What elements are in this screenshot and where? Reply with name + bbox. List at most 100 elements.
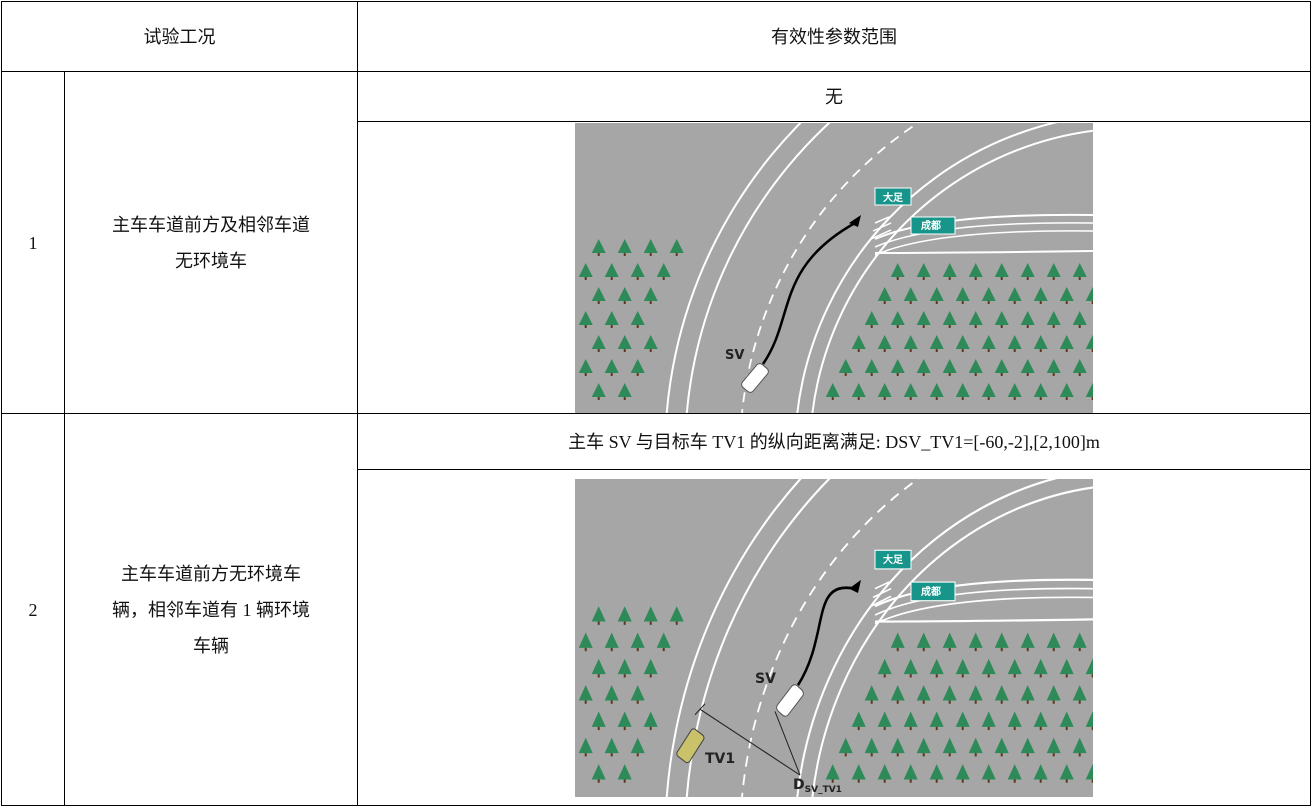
tree-trunk: [1091, 726, 1093, 730]
tree: [630, 632, 645, 648]
tree-trunk: [1078, 372, 1081, 376]
tree: [1085, 710, 1093, 727]
tree: [578, 310, 593, 325]
tree: [669, 605, 684, 622]
tree: [890, 737, 905, 753]
tree: [1007, 382, 1022, 397]
tree: [604, 684, 619, 701]
tree: [968, 358, 983, 373]
tree: [617, 382, 632, 397]
tree: [591, 382, 606, 397]
tree: [838, 737, 853, 753]
condition-line: 辆，相邻车道有 1 辆环境: [112, 599, 310, 620]
tree: [1007, 334, 1022, 349]
index-cell: 2: [1, 413, 65, 806]
tree: [929, 658, 944, 674]
tree-trunk: [636, 752, 639, 756]
tree-trunk: [1039, 300, 1042, 304]
tree: [656, 632, 671, 648]
tree-trunk: [961, 300, 964, 304]
ground: [575, 122, 1093, 413]
tree: [1020, 737, 1035, 753]
tree: [851, 763, 866, 779]
tree-trunk: [636, 647, 639, 651]
tree-trunk: [922, 324, 925, 328]
tree-trunk: [987, 778, 990, 783]
tree: [643, 334, 658, 349]
tree-trunk: [935, 673, 938, 677]
tree: [929, 710, 944, 727]
target-label: TV1: [705, 751, 735, 767]
tree-trunk: [922, 647, 925, 651]
road-line: [796, 122, 1058, 413]
tree-trunk: [1091, 778, 1093, 783]
tree-trunk: [961, 348, 964, 352]
tree: [578, 684, 593, 701]
tree-trunk: [623, 726, 626, 730]
tree-trunk: [597, 621, 600, 625]
tree-trunk: [1078, 700, 1081, 704]
tree-trunk: [610, 752, 613, 756]
tree-trunk: [1065, 348, 1068, 352]
tree: [864, 358, 879, 373]
tree-trunk: [974, 324, 977, 328]
figure-cell: 大足 成都 SV TV1 DSV_TV1: [357, 469, 1311, 806]
tree-trunk: [870, 752, 873, 756]
tree-trunk: [883, 396, 886, 400]
tree-trunk: [1000, 276, 1003, 280]
road-line: [874, 595, 1093, 624]
tree-trunk: [948, 647, 951, 651]
tree-trunk: [1052, 752, 1055, 756]
tree: [1033, 382, 1048, 397]
tree: [981, 382, 996, 397]
tree-trunk: [649, 673, 652, 677]
tree-trunk: [662, 276, 665, 280]
tree: [968, 684, 983, 701]
tree-trunk: [1052, 647, 1055, 651]
tree: [1046, 262, 1061, 277]
tree-trunk: [597, 396, 600, 400]
tree: [1085, 334, 1093, 349]
tree-trunk: [623, 621, 626, 625]
tree-trunk: [870, 324, 873, 328]
tree: [1033, 763, 1048, 779]
crosshatch: [870, 215, 892, 240]
condition-line: 主车车道前方无环境车: [121, 563, 301, 584]
tree: [669, 238, 684, 253]
tree-trunk: [649, 300, 652, 304]
tree: [1007, 286, 1022, 301]
tree-trunk: [1026, 276, 1029, 280]
tree-trunk: [922, 372, 925, 376]
condition-line: 无环境车: [175, 250, 247, 271]
tree-trunk: [896, 647, 899, 651]
tree-trunk: [1000, 752, 1003, 756]
tree-trunk: [597, 673, 600, 677]
tree-trunk: [584, 276, 587, 280]
tree: [1059, 710, 1074, 727]
road-line: [874, 229, 1093, 256]
sign-label: 成都: [921, 585, 941, 598]
tree-trunk: [935, 726, 938, 730]
tree-trunk: [597, 778, 600, 783]
tree: [981, 286, 996, 301]
tree: [877, 286, 892, 301]
tree: [942, 737, 957, 753]
sign: [910, 216, 956, 234]
tree: [994, 358, 1009, 373]
tree: [1007, 763, 1022, 779]
tree-trunk: [1091, 396, 1093, 400]
tree: [851, 382, 866, 397]
tree: [578, 632, 593, 648]
tree: [1085, 658, 1093, 674]
distance-sub: SV_TV1: [805, 785, 842, 795]
tree: [1033, 658, 1048, 674]
tree-trunk: [584, 372, 587, 376]
condition-line: 主车车道前方及相邻车道: [112, 214, 310, 235]
tree: [877, 763, 892, 779]
sign: [874, 549, 912, 569]
tree-trunk: [974, 752, 977, 756]
tree: [955, 658, 970, 674]
tree-trunk: [1052, 372, 1055, 376]
tree: [968, 262, 983, 277]
